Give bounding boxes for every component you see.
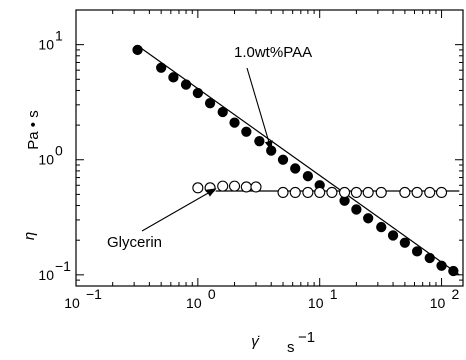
annotation-arrow xyxy=(246,67,273,151)
glycerin-point xyxy=(217,180,229,192)
paa-point xyxy=(376,221,387,233)
glycerin-point xyxy=(339,186,351,198)
paa-point xyxy=(363,213,374,224)
y-tick-label-exponent: −1 xyxy=(55,258,71,274)
paa-point xyxy=(436,260,447,271)
paa-point xyxy=(132,44,143,56)
fit-line xyxy=(137,45,460,276)
paa-point xyxy=(241,126,252,137)
annotation-label: 1.0wt%PAA xyxy=(234,44,312,61)
x-tick-label-exponent: 1 xyxy=(330,286,338,302)
paa-point xyxy=(277,154,289,165)
paa-point xyxy=(180,79,192,90)
glycerin-point xyxy=(435,186,448,198)
glycerin-point xyxy=(350,186,362,198)
x-axis-unit: s xyxy=(287,339,295,356)
glycerin-point xyxy=(411,186,423,198)
y-tick-label: 10 xyxy=(38,152,54,168)
x-tick-label-exponent: −1 xyxy=(86,286,102,302)
paa-point xyxy=(168,72,179,83)
paa-point xyxy=(448,265,459,277)
paa-point xyxy=(204,98,216,109)
glycerin-point xyxy=(192,182,204,194)
paa-point xyxy=(424,252,435,264)
paa-point xyxy=(290,163,301,174)
paa-point xyxy=(302,171,314,182)
glycerin-point xyxy=(302,186,314,198)
x-tick-label: 10 xyxy=(308,295,324,311)
y-tick-label: 10 xyxy=(38,267,54,283)
paa-point xyxy=(229,117,240,128)
x-tick-label: 10 xyxy=(186,295,202,311)
glycerin-point xyxy=(228,180,241,192)
x-axis-unit-exponent: −1 xyxy=(298,329,315,346)
y-tick-label-exponent: 0 xyxy=(55,143,63,159)
x-tick-label-exponent: 0 xyxy=(208,286,216,302)
y-axis-symbol: η xyxy=(21,232,38,240)
paa-point xyxy=(254,136,265,147)
paa-point xyxy=(266,145,277,156)
y-tick-label-exponent: 1 xyxy=(55,28,63,44)
annotation-label: Glycerin xyxy=(107,234,162,251)
glycerin-point xyxy=(277,186,289,198)
glycerin-point xyxy=(424,186,436,198)
plot-frame-rect xyxy=(75,9,464,287)
glycerin-point xyxy=(362,186,374,198)
glycerin-point xyxy=(250,181,262,193)
x-axis-symbol: γ̇ xyxy=(251,333,260,350)
y-tick-label: 10 xyxy=(38,37,54,53)
paa-point xyxy=(351,204,362,215)
glycerin-point xyxy=(314,186,326,198)
paa-point xyxy=(411,246,423,257)
paa-point xyxy=(192,87,203,99)
glycerin-point xyxy=(375,186,387,198)
glycerin-point xyxy=(240,181,252,193)
plot-frame xyxy=(75,9,464,287)
paa-point xyxy=(156,62,167,73)
glycerin-point xyxy=(326,186,338,198)
y-axis-unit: Pa • s xyxy=(25,110,42,149)
x-tick-label: 10 xyxy=(64,295,80,311)
glycerin-point xyxy=(289,186,301,198)
paa-point xyxy=(217,106,228,118)
paa-point xyxy=(399,237,411,248)
data-markers xyxy=(132,44,459,277)
x-tick-label-exponent: 2 xyxy=(452,286,460,302)
paa-point xyxy=(387,230,399,241)
glycerin-point xyxy=(399,186,411,198)
x-tick-label: 10 xyxy=(430,295,446,311)
annotation-arrow xyxy=(141,188,217,232)
axis-ticks xyxy=(75,10,463,286)
annotations: 1.0wt%PAA Glycerin xyxy=(107,44,312,251)
